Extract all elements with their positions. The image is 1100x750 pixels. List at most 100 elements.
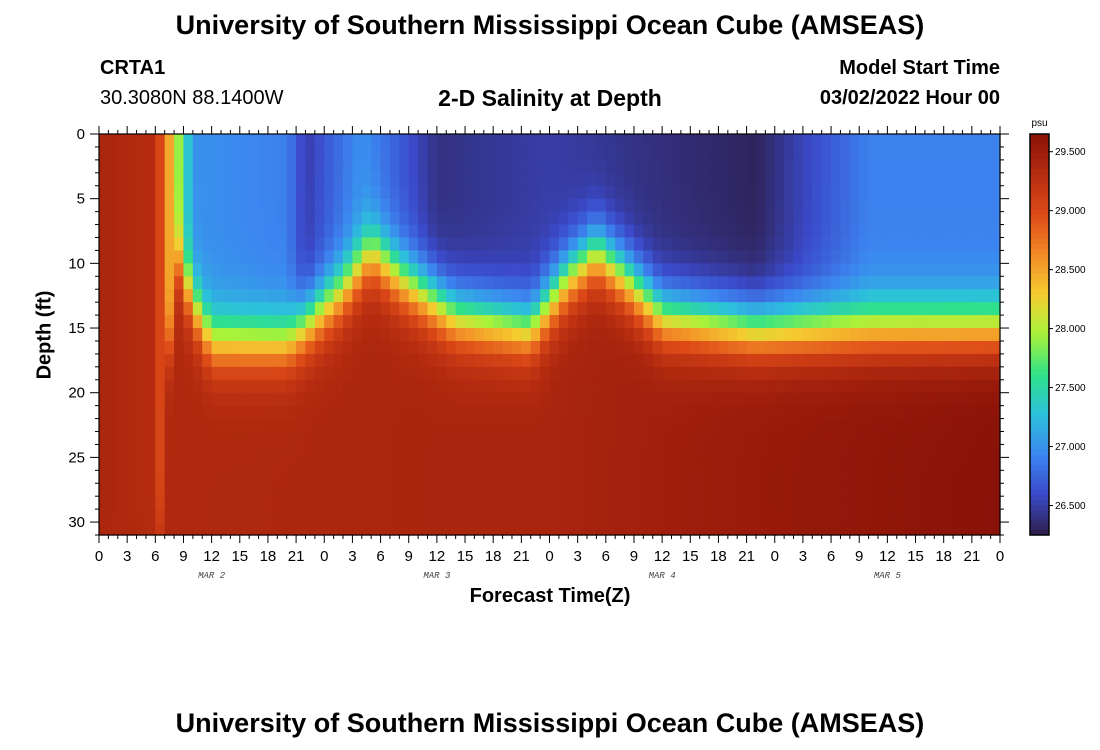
heatmap-cell <box>821 315 832 329</box>
heatmap-cell <box>877 444 888 458</box>
heatmap-cell <box>962 509 973 523</box>
heatmap-cell <box>953 340 964 355</box>
heatmap-cell <box>605 198 616 213</box>
heatmap-cell <box>624 444 635 458</box>
heatmap-cell <box>652 509 663 523</box>
heatmap-cell <box>286 340 297 355</box>
heatmap-cell <box>737 457 748 471</box>
heatmap-cell <box>887 483 898 497</box>
heatmap-cell <box>662 198 673 213</box>
heatmap-cell <box>662 457 673 471</box>
heatmap-cell <box>136 250 147 264</box>
heatmap-cell <box>868 134 879 148</box>
heatmap-cell <box>286 522 297 536</box>
heatmap-cell <box>784 328 795 342</box>
heatmap-cell <box>174 159 185 174</box>
heatmap-cell <box>324 146 335 161</box>
colorbar-swatch <box>1030 164 1049 170</box>
heatmap-cell <box>174 431 185 446</box>
heatmap-cell <box>427 496 438 510</box>
heatmap-cell <box>859 198 870 213</box>
heatmap-cell <box>709 340 720 355</box>
heatmap-cell <box>840 276 851 290</box>
heatmap-cell <box>737 263 748 277</box>
heatmap-cell <box>849 470 860 484</box>
heatmap-cell <box>127 483 138 497</box>
heatmap-cell <box>267 315 278 329</box>
heatmap-cell <box>690 185 701 200</box>
heatmap-cell <box>521 366 532 381</box>
heatmap-cell <box>117 146 128 161</box>
heatmap-cell <box>652 392 663 407</box>
heatmap-cell <box>436 146 447 161</box>
heatmap-cell <box>249 146 260 161</box>
heatmap-cell <box>389 224 400 239</box>
heatmap-cell <box>389 237 400 252</box>
heatmap-cell <box>343 483 354 497</box>
heatmap-cell <box>812 302 823 316</box>
colorbar-swatch <box>1030 224 1049 230</box>
heatmap-cell <box>117 237 128 252</box>
heatmap-cell <box>277 457 288 471</box>
heatmap-cell <box>633 353 644 368</box>
heatmap-cell <box>784 470 795 484</box>
heatmap-cell <box>530 315 541 329</box>
heatmap-cell <box>784 146 795 161</box>
heatmap-cell <box>427 198 438 213</box>
heatmap-cell <box>709 444 720 458</box>
heatmap-cell <box>849 289 860 303</box>
heatmap-cell <box>934 496 945 510</box>
heatmap-cell <box>174 250 185 264</box>
heatmap-cell <box>286 250 297 264</box>
heatmap-cell <box>971 302 982 316</box>
heatmap-cell <box>333 366 344 381</box>
heatmap-cell <box>831 431 842 446</box>
heatmap-cell <box>793 263 804 277</box>
heatmap-cell <box>812 522 823 536</box>
heatmap-cell <box>709 263 720 277</box>
heatmap-cell <box>436 522 447 536</box>
heatmap-cell <box>558 457 569 471</box>
heatmap-cell <box>343 302 354 316</box>
heatmap-cell <box>802 263 813 277</box>
heatmap-cell <box>840 418 851 433</box>
heatmap-cell <box>840 509 851 523</box>
heatmap-cell <box>615 340 626 355</box>
heatmap-cell <box>155 211 166 226</box>
heatmap-cell <box>924 418 935 433</box>
heatmap-cell <box>549 392 560 407</box>
heatmap-cell <box>906 146 917 161</box>
heatmap-cell <box>662 185 673 200</box>
heatmap-cell <box>427 379 438 394</box>
heatmap-cell <box>202 211 213 226</box>
heatmap-cell <box>286 185 297 200</box>
heatmap-cell <box>540 211 551 226</box>
heatmap-cell <box>286 509 297 523</box>
heatmap-cell <box>934 353 945 368</box>
heatmap-cell <box>389 431 400 446</box>
heatmap-cell <box>840 522 851 536</box>
heatmap-cell <box>427 237 438 252</box>
x-tick-label: 12 <box>203 548 220 565</box>
heatmap-cell <box>465 328 476 342</box>
heatmap-cell <box>981 211 992 226</box>
heatmap-cell <box>296 289 307 303</box>
heatmap-cell <box>840 444 851 458</box>
heatmap-cell <box>906 392 917 407</box>
heatmap-cell <box>249 263 260 277</box>
heatmap-cell <box>192 366 203 381</box>
heatmap-cell <box>502 224 513 239</box>
heatmap-cell <box>418 405 429 420</box>
heatmap-cell <box>877 134 888 148</box>
heatmap-cell <box>915 470 926 484</box>
heatmap-cell <box>633 470 644 484</box>
heatmap-cell <box>511 470 522 484</box>
heatmap-cell <box>877 405 888 420</box>
heatmap-cell <box>784 302 795 316</box>
heatmap-cell <box>408 340 419 355</box>
colorbar-swatch <box>1030 274 1049 280</box>
heatmap-cell <box>99 185 109 200</box>
heatmap-cell <box>521 457 532 471</box>
heatmap-cell <box>868 237 879 252</box>
heatmap-cell <box>558 224 569 239</box>
